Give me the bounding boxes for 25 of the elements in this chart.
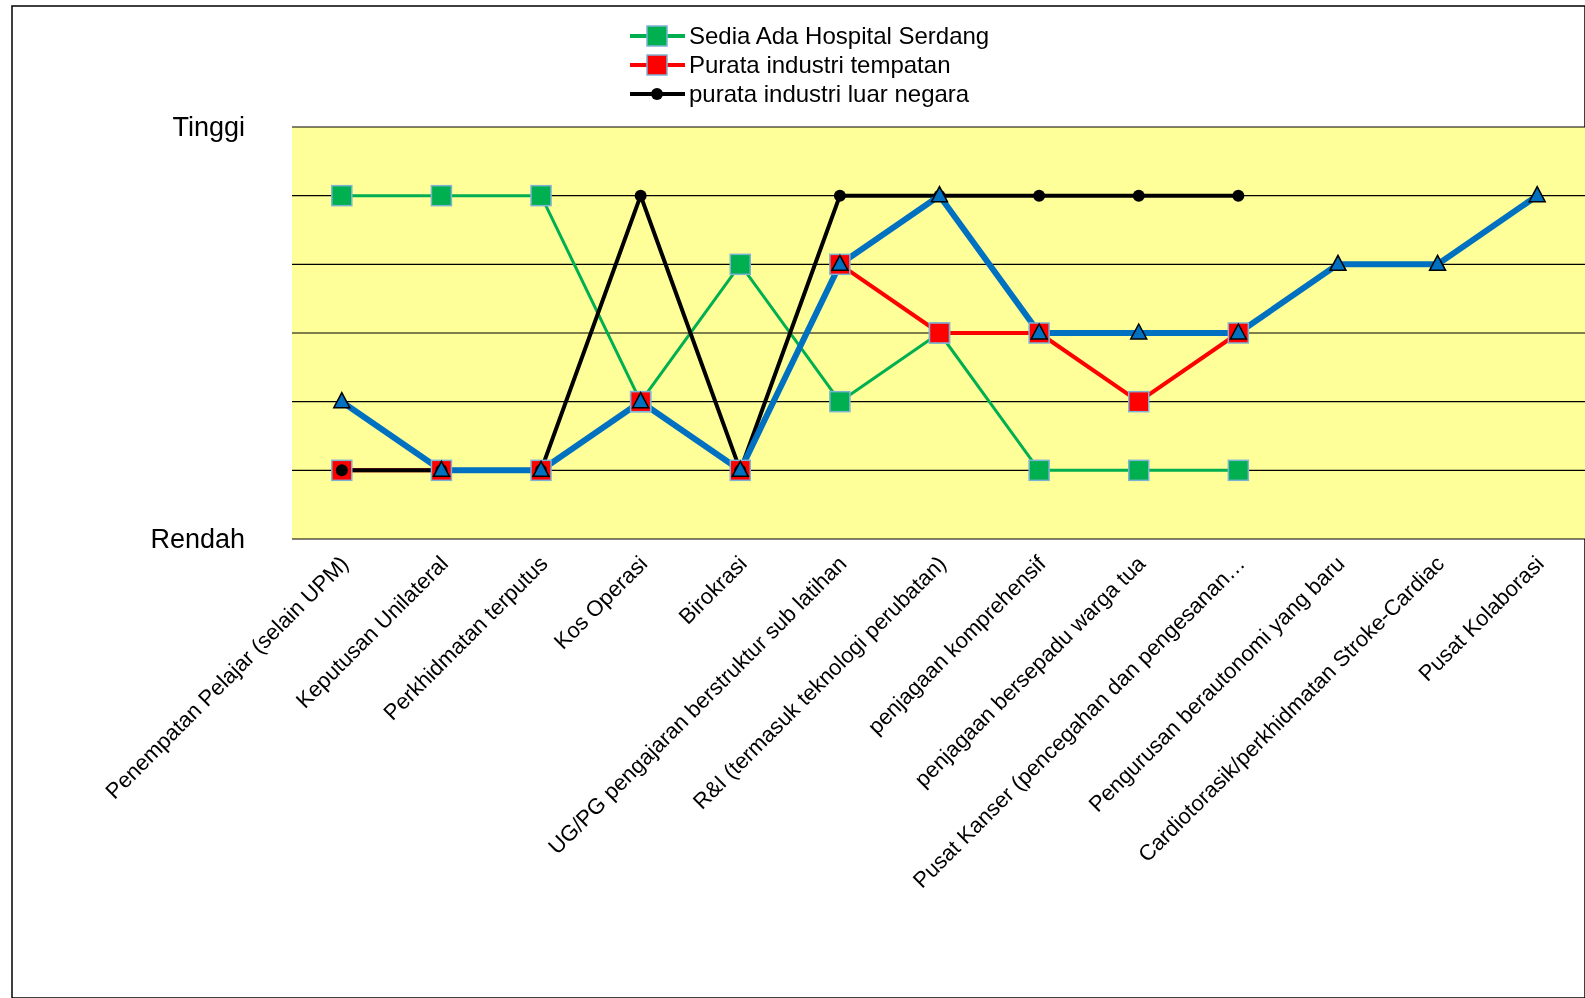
legend-label: Purata industri tempatan (689, 51, 951, 79)
legend-label: Sedia Ada Hospital Serdang (689, 22, 990, 50)
point (1428, 254, 1447, 272)
point (1033, 189, 1046, 202)
point (930, 185, 949, 203)
point (829, 390, 851, 413)
text: Tinggi (172, 112, 245, 143)
point (1528, 185, 1546, 203)
point (1028, 459, 1050, 482)
point (430, 184, 453, 207)
point (1129, 323, 1148, 340)
point (1329, 254, 1347, 272)
point (1127, 390, 1150, 413)
point (1127, 459, 1150, 482)
point (833, 189, 846, 202)
text: Rendah (150, 524, 245, 555)
point (331, 184, 353, 207)
point (729, 253, 752, 276)
point (1232, 189, 1245, 202)
point (333, 391, 351, 409)
point (530, 184, 552, 207)
point (634, 189, 647, 202)
legend-label: purata industri luar negara (689, 80, 970, 108)
point (1132, 189, 1145, 202)
point (1227, 459, 1250, 482)
